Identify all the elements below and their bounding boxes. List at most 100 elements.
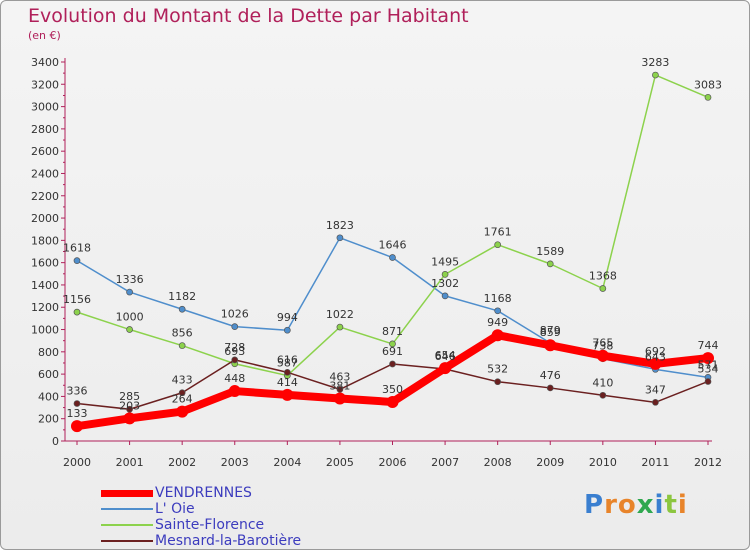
data-label-3: 532 [487,363,508,376]
data-point-3 [283,368,291,376]
y-tick-label: 2800 [31,123,59,136]
y-tick-label: 1800 [31,234,59,247]
data-point-2 [73,308,81,316]
proxiti-logo: Proxiti [584,490,688,520]
data-label-3: 728 [224,341,245,354]
data-label-1: 1646 [379,239,407,252]
data-point-2 [336,323,344,331]
y-tick-label: 3200 [31,78,59,91]
logo-letter: i [654,490,665,520]
data-label-2: 587 [277,357,298,370]
data-label-0: 414 [277,376,298,389]
y-tick-label: 1000 [31,324,59,337]
data-label-3: 463 [329,370,350,383]
data-label-0: 859 [540,326,561,339]
data-label-0: 203 [119,399,140,412]
data-point-0 [281,388,294,401]
y-tick-label: 1600 [31,257,59,270]
data-point-2 [494,241,502,249]
x-tick-label: 2008 [484,456,512,469]
data-point-1 [494,307,502,315]
data-label-1: 879 [540,324,561,337]
data-point-0 [71,420,83,433]
data-label-2: 1000 [116,311,144,324]
data-point-3 [652,398,659,406]
y-tick-label: 2600 [31,145,59,158]
y-tick-label: 400 [38,390,59,403]
data-label-1: 1302 [431,277,459,290]
data-label-3: 336 [67,385,88,398]
data-label-1: 1336 [116,273,144,286]
y-tick-label: 2200 [31,190,59,203]
data-label-2: 3083 [694,78,722,91]
x-tick-label: 2006 [379,456,407,469]
y-tick-label: 200 [38,413,59,426]
data-point-0 [596,349,609,362]
data-point-1 [441,292,449,300]
data-point-0 [228,385,241,398]
legend-item-sainte-florence: Sainte-Florence [101,517,361,533]
data-label-3: 433 [172,374,193,387]
data-label-1: 1823 [326,219,354,232]
x-tick-label: 2011 [641,456,669,469]
data-point-2 [126,326,133,333]
data-point-1 [178,305,186,313]
data-label-3: 691 [382,345,403,358]
data-point-1 [126,288,133,296]
data-point-3 [336,386,344,393]
data-label-2: 1156 [63,293,91,306]
logo-letter: t [664,490,678,520]
data-point-2 [704,93,712,101]
data-label-2: 871 [382,325,403,338]
data-label-3: 646 [435,350,456,363]
legend-label-vendrennes: VENDRENNES [155,485,252,501]
data-point-3 [546,384,554,392]
x-tick-label: 2000 [63,456,91,469]
data-point-2 [546,260,554,268]
x-tick-label: 2004 [273,456,301,469]
data-point-1 [231,323,239,330]
data-label-0: 133 [67,407,88,420]
legend-label-sainte-florence: Sainte-Florence [155,517,265,533]
data-label-1: 1182 [168,290,196,303]
legend: VENDRENNES L' Oie Sainte-Florence Mesnar… [101,485,361,549]
y-tick-label: 1400 [31,279,59,292]
data-label-3: 285 [119,390,140,403]
data-label-0: 448 [224,372,245,385]
data-point-0 [544,339,557,352]
line-chart: 0 200 400 600 800 1000 1200 1400 1600 1800 2000 220… [31,56,722,469]
data-label-3: 347 [645,383,666,396]
y-tick-label: 2400 [31,167,59,180]
logo-letter: o [617,490,637,520]
legend-label-mesnard: Mesnard-la-Barotière [155,533,302,549]
data-point-3 [231,356,239,364]
logo-letter: x [636,490,655,520]
data-label-1: 738 [592,340,613,353]
data-point-3 [494,378,502,386]
data-point-0 [491,329,504,342]
data-label-3: 410 [592,376,613,389]
data-label-2: 1589 [536,245,564,258]
x-tick-label: 2012 [694,456,722,469]
data-point-1 [283,326,291,334]
legend-label-l-oie: L' Oie [155,501,195,517]
data-label-2: 693 [224,345,245,358]
legend-item-vendrennes: VENDRENNES [101,485,361,501]
legend-item-l-oie: L' Oie [101,501,361,517]
data-point-3 [704,378,712,385]
legend-swatch-l-oie [101,508,153,510]
data-label-0: 765 [592,337,613,350]
data-point-2 [599,285,607,292]
data-point-0 [702,352,714,365]
data-label-1: 1026 [221,308,249,321]
data-label-1: 643 [645,350,666,363]
chart-title: Evolution du Montant de la Dette par Hab… [28,5,469,27]
x-tick-label: 2005 [326,456,354,469]
data-label-0: 692 [645,345,666,358]
data-point-2 [389,340,396,348]
data-label-3: 476 [540,369,561,382]
data-label-1: 1168 [484,292,512,305]
data-point-0 [649,357,662,370]
x-tick-label: 2003 [221,456,249,469]
